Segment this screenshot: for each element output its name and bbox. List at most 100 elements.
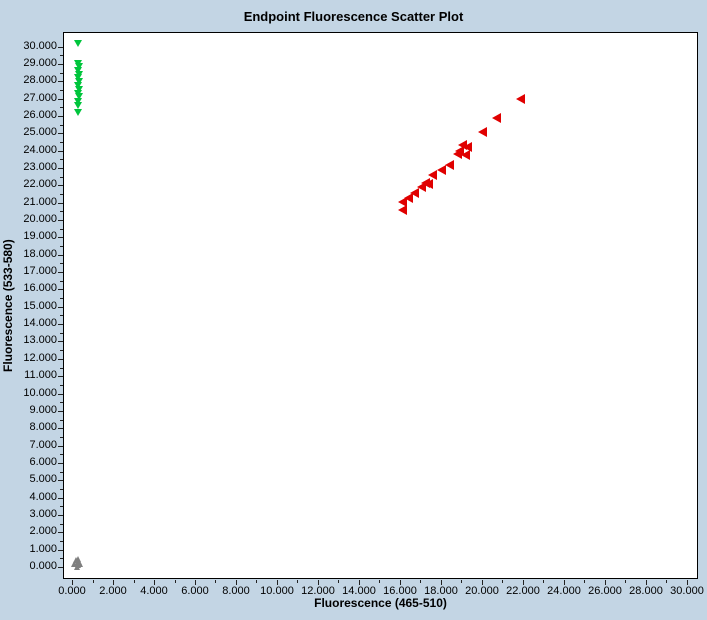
data-point-marker-green-cluster[interactable]: [74, 98, 82, 105]
data-point-marker-green-cluster[interactable]: [75, 93, 83, 100]
x-major-tick: [564, 580, 565, 585]
x-major-tick: [277, 580, 278, 585]
x-tick-label: 14.000: [342, 585, 376, 597]
y-minor-tick: [60, 107, 63, 108]
data-point-marker-red-cluster[interactable]: [398, 197, 407, 207]
x-major-tick: [482, 580, 483, 585]
data-point-marker-green-cluster[interactable]: [74, 82, 82, 89]
data-point-marker-red-cluster[interactable]: [410, 188, 419, 198]
data-point-marker-green-cluster[interactable]: [75, 63, 83, 70]
x-major-tick: [113, 580, 114, 585]
x-tick-label: 22.000: [506, 585, 540, 597]
data-point-marker-red-cluster[interactable]: [463, 142, 472, 152]
x-tick-label: 26.000: [588, 585, 622, 597]
data-point-marker-green-cluster[interactable]: [74, 109, 82, 116]
y-minor-tick: [60, 368, 63, 369]
y-major-tick: [58, 307, 63, 308]
y-minor-tick: [60, 177, 63, 178]
data-point-marker-green-cluster[interactable]: [74, 74, 82, 81]
y-major-tick: [58, 272, 63, 273]
x-minor-tick: [543, 580, 544, 583]
x-axis-title: Fluorescence (465-510): [314, 596, 447, 610]
y-major-tick: [58, 567, 63, 568]
data-point-marker-red-cluster[interactable]: [458, 140, 467, 150]
y-minor-tick: [60, 472, 63, 473]
data-point-marker-green-cluster[interactable]: [75, 78, 83, 85]
x-major-tick: [154, 580, 155, 585]
x-tick-label: 20.000: [465, 585, 499, 597]
y-tick-label: 25.000: [23, 126, 57, 138]
y-major-tick: [58, 446, 63, 447]
y-minor-tick: [60, 350, 63, 351]
data-point-marker-green-cluster[interactable]: [75, 86, 83, 93]
y-tick-label: 16.000: [23, 282, 57, 294]
data-point-marker-gray-cluster[interactable]: [74, 564, 80, 570]
y-minor-tick: [60, 541, 63, 542]
x-tick-label: 2.000: [99, 585, 127, 597]
y-tick-label: 5.000: [29, 473, 57, 485]
data-point-marker-red-cluster[interactable]: [398, 205, 407, 215]
y-major-tick: [58, 428, 63, 429]
y-major-tick: [58, 498, 63, 499]
y-minor-tick: [60, 246, 63, 247]
y-tick-label: 23.000: [23, 161, 57, 173]
data-point-marker-red-cluster[interactable]: [404, 193, 413, 203]
data-point-marker-red-cluster[interactable]: [417, 182, 426, 192]
y-minor-tick: [60, 524, 63, 525]
data-point-marker-red-cluster[interactable]: [516, 94, 525, 104]
y-tick-label: 13.000: [23, 334, 57, 346]
data-point-marker-red-cluster[interactable]: [437, 165, 446, 175]
data-point-marker-green-cluster[interactable]: [74, 67, 82, 74]
y-minor-tick: [60, 454, 63, 455]
y-major-tick: [58, 99, 63, 100]
y-tick-label: 1.000: [29, 543, 57, 555]
y-major-tick: [58, 532, 63, 533]
y-minor-tick: [60, 90, 63, 91]
data-point-marker-gray-cluster[interactable]: [77, 561, 83, 567]
x-major-tick: [646, 580, 647, 585]
y-major-tick: [58, 324, 63, 325]
y-minor-tick: [60, 281, 63, 282]
y-tick-label: 21.000: [23, 196, 57, 208]
y-tick-label: 15.000: [23, 300, 57, 312]
y-minor-tick: [60, 315, 63, 316]
y-minor-tick: [60, 298, 63, 299]
data-point-marker-green-cluster[interactable]: [74, 102, 82, 109]
y-minor-tick: [60, 211, 63, 212]
y-tick-label: 8.000: [29, 421, 57, 433]
y-tick-label: 26.000: [23, 109, 57, 121]
y-minor-tick: [60, 558, 63, 559]
x-minor-tick: [338, 580, 339, 583]
y-tick-label: 19.000: [23, 230, 57, 242]
data-point-marker-red-cluster[interactable]: [445, 160, 454, 170]
y-major-tick: [58, 341, 63, 342]
data-point-marker-red-cluster[interactable]: [478, 127, 487, 137]
x-tick-label: 12.000: [301, 585, 335, 597]
data-point-marker-red-cluster[interactable]: [461, 150, 470, 160]
data-point-marker-green-cluster[interactable]: [74, 40, 82, 47]
y-tick-label: 9.000: [29, 404, 57, 416]
y-major-tick: [58, 550, 63, 551]
y-major-tick: [58, 133, 63, 134]
x-major-tick: [605, 580, 606, 585]
x-major-tick: [195, 580, 196, 585]
y-tick-label: 17.000: [23, 265, 57, 277]
data-point-marker-red-cluster[interactable]: [492, 113, 501, 123]
y-tick-label: 3.000: [29, 508, 57, 520]
x-minor-tick: [461, 580, 462, 583]
y-tick-label: 12.000: [23, 352, 57, 364]
x-minor-tick: [297, 580, 298, 583]
data-point-marker-red-cluster[interactable]: [453, 149, 462, 159]
x-major-tick: [687, 580, 688, 585]
x-minor-tick: [134, 580, 135, 583]
data-point-marker-red-cluster[interactable]: [428, 170, 437, 180]
y-minor-tick: [60, 194, 63, 195]
x-major-tick: [236, 580, 237, 585]
y-tick-label: 10.000: [23, 387, 57, 399]
y-tick-label: 24.000: [23, 144, 57, 156]
x-tick-label: 18.000: [424, 585, 458, 597]
x-tick-label: 0.000: [58, 585, 86, 597]
x-minor-tick: [256, 580, 257, 583]
y-major-tick: [58, 480, 63, 481]
scatter-plot-area[interactable]: [63, 32, 698, 579]
